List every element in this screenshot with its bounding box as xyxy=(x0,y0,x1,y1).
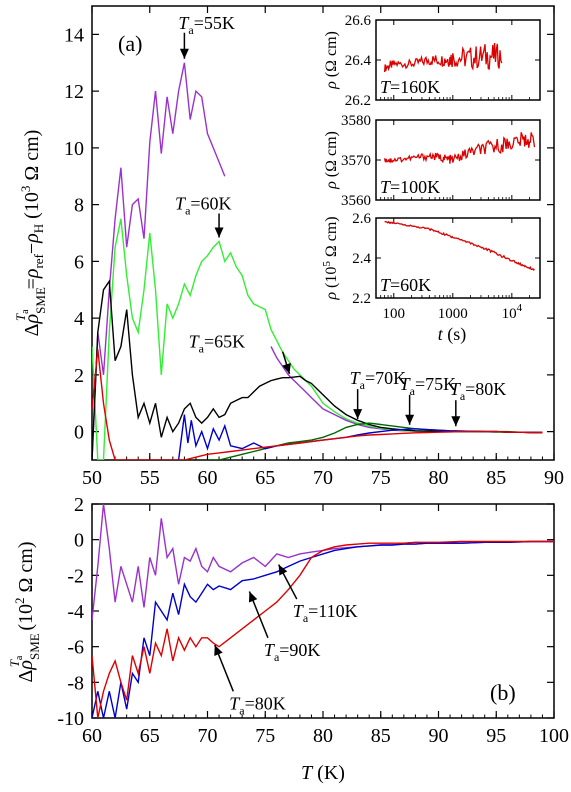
inset-ytick-label: 3580 xyxy=(341,113,371,129)
panel-a-ytick-label: 14 xyxy=(64,24,84,46)
panel-a-ytick-label: 8 xyxy=(74,195,84,217)
panel-a-ytick-label: 10 xyxy=(64,138,84,160)
inset-ytick-label: 3560 xyxy=(341,193,371,209)
inset-ytick-label: 26.6 xyxy=(345,13,372,29)
inset-ylabel-rho: ρ xyxy=(323,81,340,90)
panel-a-xtick-label: 75 xyxy=(371,467,391,489)
panel-a-annotation-label: Ta=80K xyxy=(450,379,507,403)
panel-b-ytick-label: -4 xyxy=(67,601,84,623)
panel-b-ytick-label: -6 xyxy=(67,637,84,659)
inset-xtick-label: 1000 xyxy=(438,306,468,322)
panel-a-annotation-label-value: =55K xyxy=(194,13,235,33)
panel-a-annotation-label: Ta=65K xyxy=(189,332,246,356)
panel-a-xtick-label: 70 xyxy=(313,467,333,489)
panel-a-annotation-label: Ta=70K xyxy=(350,368,407,392)
inset-ytick-label: 3570 xyxy=(341,153,371,169)
panel-b-xtick-label: 60 xyxy=(82,725,102,747)
inset-xtick-label: 100 xyxy=(383,306,406,322)
panel-b-ylabel: ΔρSMETa (102 Ω cm) xyxy=(7,541,42,682)
panel-b-ytick-label: -8 xyxy=(67,672,84,694)
panel-b: 60 65 70 75 80 85 90 95 100 -10 -8 -6 -4 -2 0 2 Ta=110K… xyxy=(7,494,569,784)
panel-a-series-line xyxy=(92,349,543,460)
inset-temp-label: T=60K xyxy=(380,275,431,295)
inset-ylabel-unit: (Ω cm) xyxy=(323,31,340,81)
panel-a-annotation-arrow-head xyxy=(215,228,224,238)
panel-b-annotation-label: Ta=90K xyxy=(264,640,321,664)
panel-b-ytick-label: 2 xyxy=(74,494,84,516)
panel-a-annotation-label-value: =60K xyxy=(190,194,231,214)
panel-a-ytick-label: 6 xyxy=(74,251,84,273)
inset-ylabel: ρ (Ω cm) xyxy=(323,31,340,90)
panel-b-xtick-label: 75 xyxy=(255,725,275,747)
inset-xtick-label: 104 xyxy=(502,302,523,322)
panel-b-xlabel: T (K) xyxy=(301,762,345,784)
panel-b-annotation-label: Ta=80K xyxy=(229,693,286,717)
panel-b-series-line xyxy=(92,542,554,719)
panel-a-annotation-label-value: =80K xyxy=(465,379,506,399)
panel-a-xtick-label: 60 xyxy=(198,467,218,489)
inset-ylabel-unit2: Ω cm) xyxy=(323,216,340,261)
panel-a-annotation-arrow-head xyxy=(353,409,362,419)
inset-xlabel: t (s) xyxy=(438,324,467,345)
panel-a-xtick-label: 90 xyxy=(544,467,564,489)
panel-a-ytick-label: 4 xyxy=(74,308,84,330)
panel-a-series-line xyxy=(92,281,543,460)
inset-ylabel: ρ (Ω cm) xyxy=(323,131,340,190)
panel-b-ytick-label: -2 xyxy=(67,565,84,587)
panel-a-annotation-label-value: =65K xyxy=(204,332,245,352)
panel-b-xtick-label: 70 xyxy=(198,725,218,747)
panel-b-xtick-label: 65 xyxy=(140,725,160,747)
inset-xlabel-unit: (s) xyxy=(443,324,467,345)
panel-b-annotation-label: Ta=110K xyxy=(293,601,358,625)
inset-ytick-label: 2.6 xyxy=(352,211,371,227)
inset-temp-label: T=160K xyxy=(380,77,440,97)
panel-b-xtick-label: 100 xyxy=(539,725,569,747)
inset-ylabel-unit: (Ω cm) xyxy=(323,131,340,181)
panel-a-annotation-label: Ta=75K xyxy=(400,374,457,398)
panel-a-xtick-label: 80 xyxy=(429,467,449,489)
panel-a-annotation-label: Ta=60K xyxy=(175,194,232,218)
panel-a-xtick-label: 65 xyxy=(255,467,275,489)
panel-b-ytick-label: -10 xyxy=(57,708,84,730)
panel-a-annotation-arrow-head xyxy=(405,415,414,425)
panel-b-xtick-label: 95 xyxy=(486,725,506,747)
panel-a-ytick-label: 12 xyxy=(64,81,84,103)
panel-a-annotation-arrow-head xyxy=(451,416,460,426)
inset-ytick-label: 26.4 xyxy=(345,53,372,69)
inset-ytick-label: 2.4 xyxy=(352,251,371,267)
panel-a-xtick-label: 50 xyxy=(82,467,102,489)
inset-temp-label: T=100K xyxy=(380,177,440,197)
panel-a-ytick-label: 0 xyxy=(74,422,84,444)
inset-ylabel-rho: ρ xyxy=(323,181,340,190)
panel-b-annotations: Ta=110K Ta=90K Ta=80K xyxy=(214,565,357,718)
inset-temp-value: =100K xyxy=(390,177,440,197)
panel-a-label: (a) xyxy=(118,31,142,56)
panel-a-xtick-label: 55 xyxy=(140,467,160,489)
inset-ylabel: ρ (105 Ω cm) xyxy=(321,216,340,300)
inset-xtick-base: 10 xyxy=(502,306,517,322)
panel-a-annotation-label: Ta=55K xyxy=(178,13,235,37)
panel-b-annotation-label-value: =90K xyxy=(279,640,320,660)
panel-b-ytick-label: 0 xyxy=(74,530,84,552)
panel-a-ytick-label: 2 xyxy=(74,365,84,387)
panel-b-series-line xyxy=(92,542,554,719)
inset-ylabel-rho: ρ xyxy=(323,292,340,301)
panel-b-annotation-label-value: =80K xyxy=(245,693,286,713)
inset-temp-value: =60K xyxy=(390,275,431,295)
panel-b-label: (b) xyxy=(490,680,516,705)
inset-xtick-pow: 4 xyxy=(517,302,523,314)
inset-temp-value: =160K xyxy=(390,77,440,97)
panel-a-ylabel: ΔρSMETa=ρref−ρH (103 Ω cm) xyxy=(13,130,48,337)
panel-a-annotation-arrow-head xyxy=(180,49,189,59)
panel-b-xtick-label: 85 xyxy=(371,725,391,747)
inset-ytick-label: 2.2 xyxy=(352,291,371,307)
panel-b-annotation-label-value: =110K xyxy=(308,601,357,621)
panel-b-xtick-label: 90 xyxy=(429,725,449,747)
panel-b-xtick-label: 80 xyxy=(313,725,333,747)
inset-ylabel-unit: (10 xyxy=(323,267,340,292)
inset-ytick-label: 26.2 xyxy=(345,93,371,109)
panel-a-xtick-label: 85 xyxy=(486,467,506,489)
